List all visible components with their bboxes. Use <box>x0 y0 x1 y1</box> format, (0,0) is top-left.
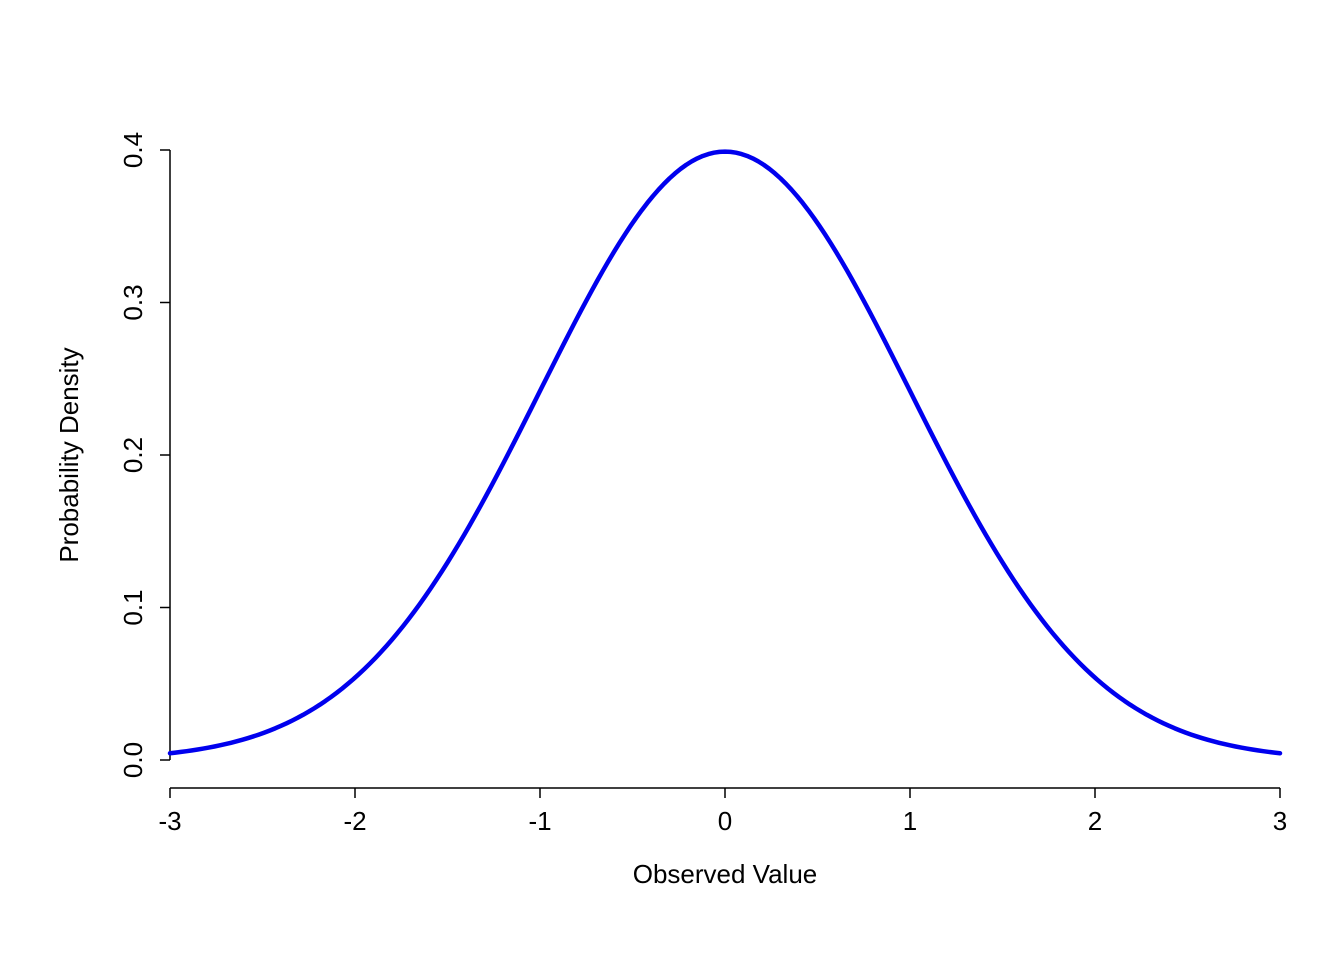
x-tick-label: 2 <box>1088 806 1102 836</box>
x-tick-label: -2 <box>343 806 366 836</box>
y-axis-label: Probability Density <box>54 347 84 562</box>
normal-pdf-curve <box>170 152 1280 754</box>
x-tick-label: -1 <box>528 806 551 836</box>
x-tick-label: 1 <box>903 806 917 836</box>
x-tick-label: 0 <box>718 806 732 836</box>
y-tick-label: 0.4 <box>118 132 148 168</box>
x-tick-label: 3 <box>1273 806 1287 836</box>
x-axis-label: Observed Value <box>633 859 818 889</box>
normal-pdf-chart: -3 -2 -1 0 1 2 3 0.0 0.1 0.2 0.3 0.4 Observed Value P… <box>0 0 1344 960</box>
y-tick-label: 0.0 <box>118 742 148 778</box>
x-tick-label: -3 <box>158 806 181 836</box>
y-tick-label: 0.3 <box>118 284 148 320</box>
chart-container: -3 -2 -1 0 1 2 3 0.0 0.1 0.2 0.3 0.4 Observed Value P… <box>0 0 1344 960</box>
y-tick-label: 0.1 <box>118 589 148 625</box>
y-tick-label: 0.2 <box>118 437 148 473</box>
